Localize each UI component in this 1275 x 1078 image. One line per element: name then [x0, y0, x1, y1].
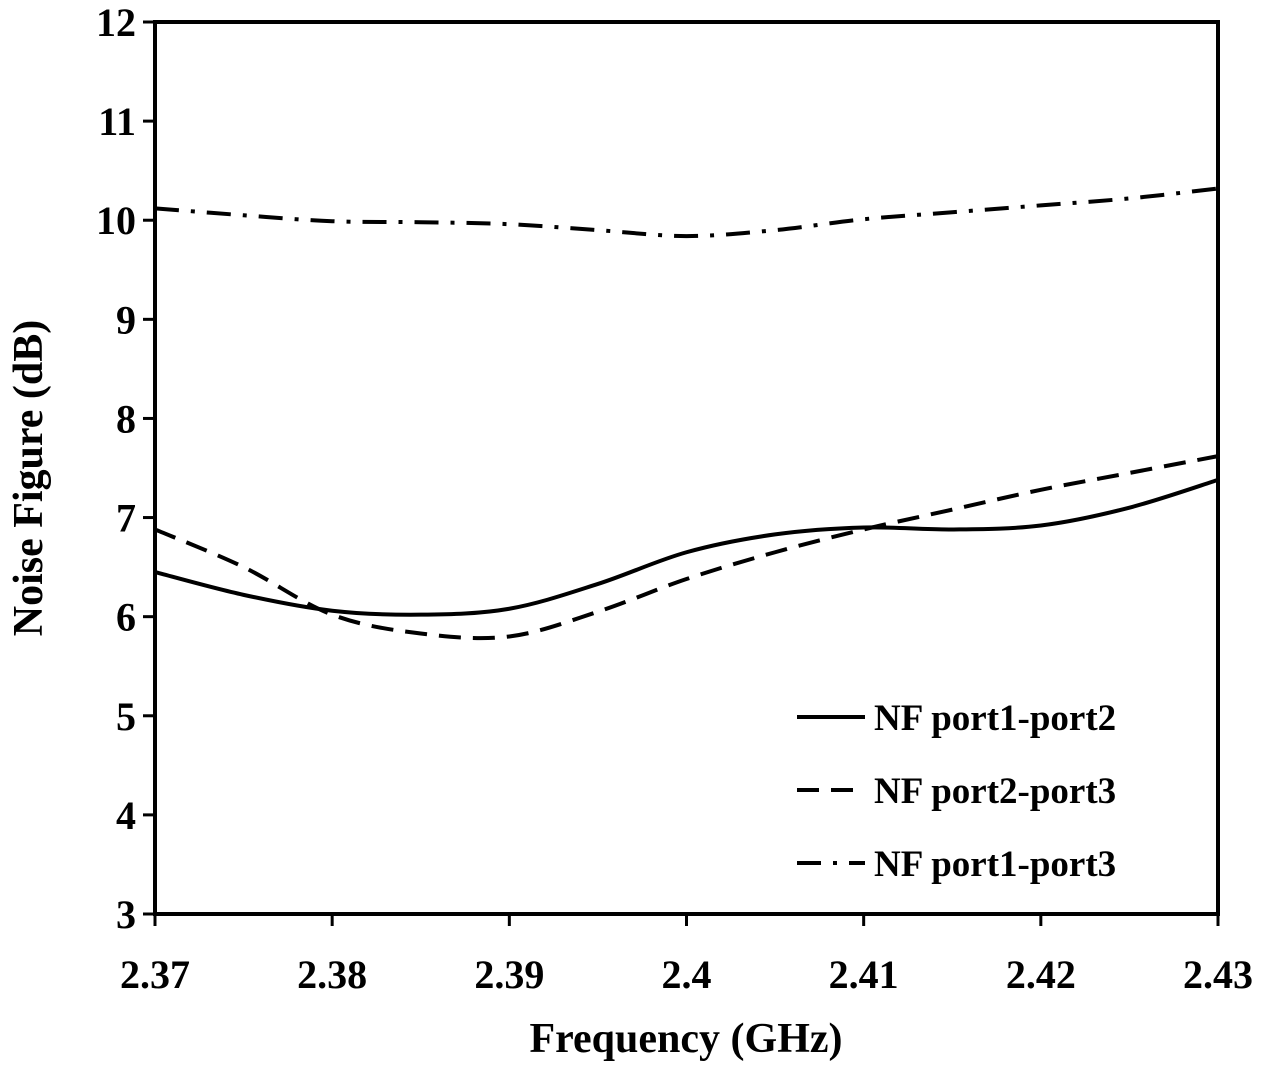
series-layer — [154, 186, 1219, 641]
series-line — [154, 477, 1219, 617]
y-axis-ticks: 3 4 5 6 7 8 9 10 11 12 — [96, 0, 155, 937]
y-axis-title: Noise Figure (dB) — [6, 320, 52, 637]
y-tick-label: 3 — [116, 892, 136, 937]
legend-label: NF port2-port3 — [874, 771, 1116, 812]
x-tick-label: 2.37 — [120, 952, 190, 997]
y-tick-label: 11 — [98, 99, 136, 144]
x-tick-label: 2.39 — [474, 952, 544, 997]
legend-label: NF port1-port3 — [874, 844, 1116, 885]
x-tick-label: 2.42 — [1006, 952, 1076, 997]
y-tick-label: 10 — [96, 198, 136, 243]
x-axis-title: Frequency (GHz) — [530, 1016, 843, 1062]
x-tick-label: 2.4 — [662, 952, 712, 997]
legend-label: NF port1-port2 — [874, 698, 1116, 739]
y-tick-label: 12 — [96, 0, 136, 45]
legend: NF port1-port2 NF port2-port3 NF port1-por… — [797, 698, 1116, 885]
series-line — [154, 186, 1219, 239]
y-tick-label: 8 — [116, 396, 136, 441]
series-line — [154, 454, 1219, 641]
y-tick-label: 6 — [116, 595, 136, 640]
x-axis-ticks: 2.37 2.38 2.39 2.4 2.41 2.42 2.43 — [120, 914, 1253, 997]
y-tick-label: 5 — [116, 694, 136, 739]
y-tick-label: 4 — [116, 793, 136, 838]
x-tick-label: 2.43 — [1183, 952, 1253, 997]
x-tick-label: 2.38 — [297, 952, 367, 997]
x-tick-label: 2.41 — [829, 952, 899, 997]
y-tick-label: 9 — [116, 297, 136, 342]
y-tick-label: 7 — [116, 496, 136, 541]
